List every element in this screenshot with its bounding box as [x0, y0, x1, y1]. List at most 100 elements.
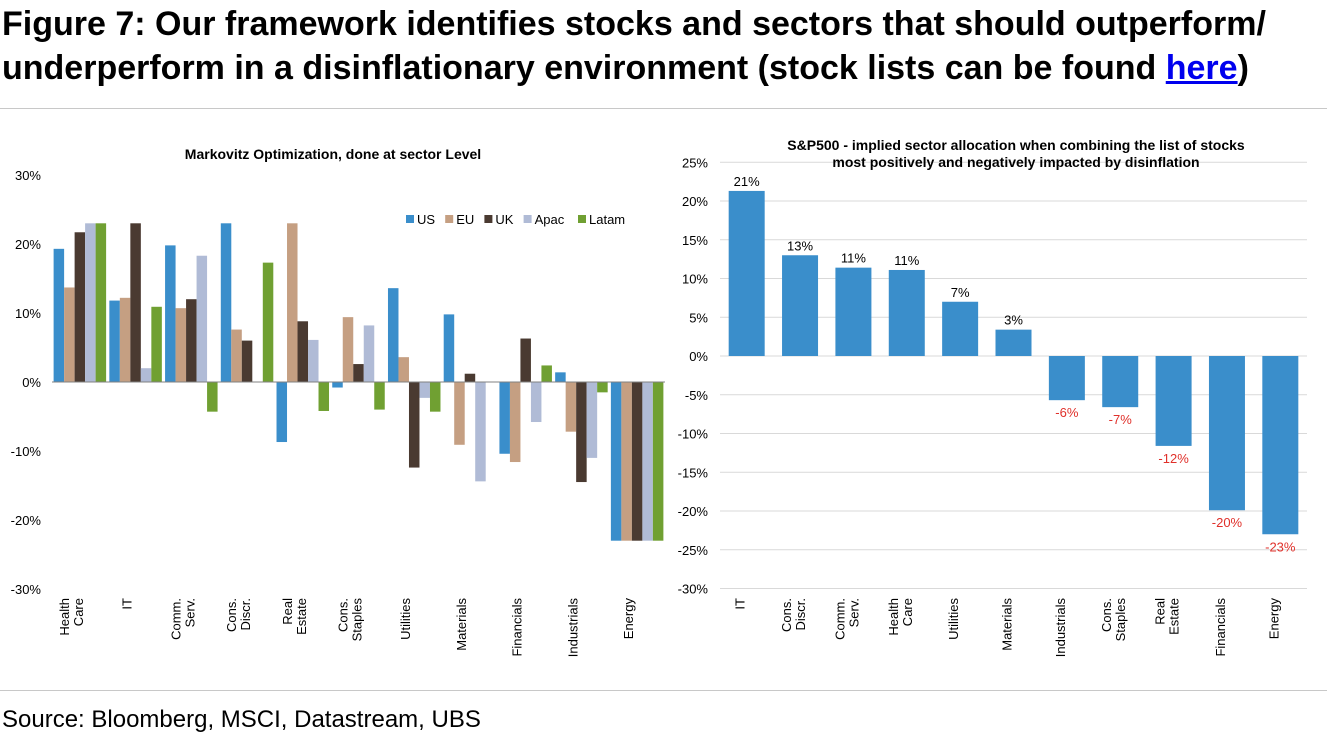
right-y-tick-label: 15% [682, 233, 708, 248]
left-x-tick-label: Staples [350, 598, 365, 642]
right-bar [782, 255, 819, 356]
right-bar [835, 267, 872, 356]
left-bar-latam [541, 365, 552, 382]
legend-label-us: US [417, 212, 435, 227]
left-bar-eu [509, 382, 521, 463]
left-bar-apac [85, 223, 96, 382]
left-bar-apac [140, 368, 152, 382]
left-x-tick-label: Materials [454, 598, 469, 651]
legend-swatch-latam [578, 215, 586, 223]
legend-swatch-uk [484, 215, 493, 223]
left-bar-latam [262, 262, 274, 382]
right-data-label: -7% [1109, 412, 1133, 427]
legend-swatch-apac [523, 215, 532, 223]
left-y-tick-label: 20% [15, 237, 41, 252]
legend-swatch-eu [445, 215, 454, 223]
left-bar-apac [196, 255, 208, 382]
right-bar [1048, 356, 1085, 401]
right-data-label: -20% [1212, 515, 1243, 530]
left-bar-latam [652, 382, 664, 541]
left-bar-apac [363, 325, 375, 382]
right-bar [888, 269, 925, 356]
source-note: Source: Bloomberg, MSCI, Datastream, UBS [2, 706, 481, 733]
left-bar-apac [308, 339, 319, 382]
right-x-tick-label: Cons. [779, 598, 794, 632]
left-x-tick-label: Cons. [336, 598, 351, 632]
left-bar-eu [287, 223, 298, 382]
right-x-tick-label: Utilities [946, 598, 961, 640]
left-bar-apac [530, 382, 542, 423]
right-data-label: -6% [1055, 405, 1079, 420]
left-bar-uk [297, 321, 309, 382]
bottom-divider [0, 690, 1327, 691]
left-y-tick-label: -10% [11, 444, 42, 459]
right-x-tick-label: Discr. [793, 598, 808, 631]
left-bar-uk [631, 382, 643, 541]
left-x-tick-label: Utilities [398, 598, 413, 640]
right-y-tick-label: -30% [678, 582, 709, 597]
left-x-tick-label: Care [71, 598, 86, 626]
right-data-label: 11% [841, 251, 866, 266]
left-bar-eu [621, 382, 632, 541]
right-x-tick-label: Financials [1213, 598, 1228, 657]
left-y-tick-label: -30% [11, 582, 42, 597]
left-bar-uk [241, 340, 253, 382]
left-y-tick-label: 30% [15, 168, 41, 183]
left-chart-title: Markovitz Optimization, done at sector L… [185, 146, 481, 162]
left-bar-latam [429, 382, 441, 412]
left-bar-apac [642, 382, 653, 541]
right-x-tick-label: Care [900, 598, 915, 626]
left-bar-us [165, 245, 176, 382]
left-bar-eu [342, 317, 354, 382]
right-data-label: 11% [894, 253, 919, 268]
left-x-tick-label: Estate [294, 598, 309, 635]
right-x-tick-label: Industrials [1053, 598, 1068, 658]
legend-label-apac: Apac [535, 212, 565, 227]
left-bar-apac [586, 382, 598, 458]
left-bar-uk [74, 232, 86, 382]
right-y-tick-label: 10% [682, 272, 708, 287]
right-x-tick-label: Cons. [1099, 598, 1114, 632]
right-bar [728, 190, 765, 356]
right-data-label: 3% [1004, 313, 1023, 328]
left-x-tick-label: Health [57, 598, 72, 636]
right-bar [995, 329, 1032, 356]
right-bar [1208, 356, 1245, 511]
right-x-tick-label: Energy [1266, 598, 1281, 640]
left-x-tick-label: Serv. [182, 598, 197, 627]
left-bar-eu [231, 329, 242, 382]
left-bar-uk [576, 382, 587, 483]
left-bar-us [109, 300, 120, 382]
left-bar-uk [130, 223, 141, 382]
left-bar-us [276, 382, 288, 443]
right-bar [1102, 356, 1139, 408]
left-bar-latam [151, 306, 162, 382]
left-bar-eu [175, 308, 187, 382]
left-x-tick-label: Financials [510, 598, 525, 657]
left-x-tick-label: Industrials [565, 598, 580, 658]
right-x-tick-label: IT [733, 598, 748, 610]
left-bar-latam [207, 382, 218, 412]
left-bar-us [499, 382, 510, 454]
right-x-tick-label: Comm. [832, 598, 847, 640]
right-data-label: -23% [1265, 539, 1296, 554]
right-data-label: 21% [734, 174, 760, 189]
right-x-tick-label: Health [886, 598, 901, 636]
right-x-tick-label: Estate [1167, 598, 1182, 635]
legend-swatch-us [406, 215, 414, 223]
left-bar-eu [64, 287, 75, 382]
right-bar [1155, 356, 1192, 446]
stock-lists-link[interactable]: here [1165, 49, 1238, 87]
top-divider [0, 108, 1327, 109]
right-y-tick-label: 25% [682, 155, 708, 170]
right-x-tick-label: Serv. [846, 598, 861, 627]
left-x-tick-label: IT [120, 598, 135, 610]
legend-label-latam: Latam [589, 212, 625, 227]
right-x-tick-label: Materials [1000, 598, 1015, 651]
left-x-tick-label: Energy [621, 598, 636, 640]
left-bar-uk [408, 382, 420, 468]
right-y-tick-label: 20% [682, 194, 708, 209]
legend-label-uk: UK [495, 212, 513, 227]
right-bar [1262, 356, 1299, 535]
